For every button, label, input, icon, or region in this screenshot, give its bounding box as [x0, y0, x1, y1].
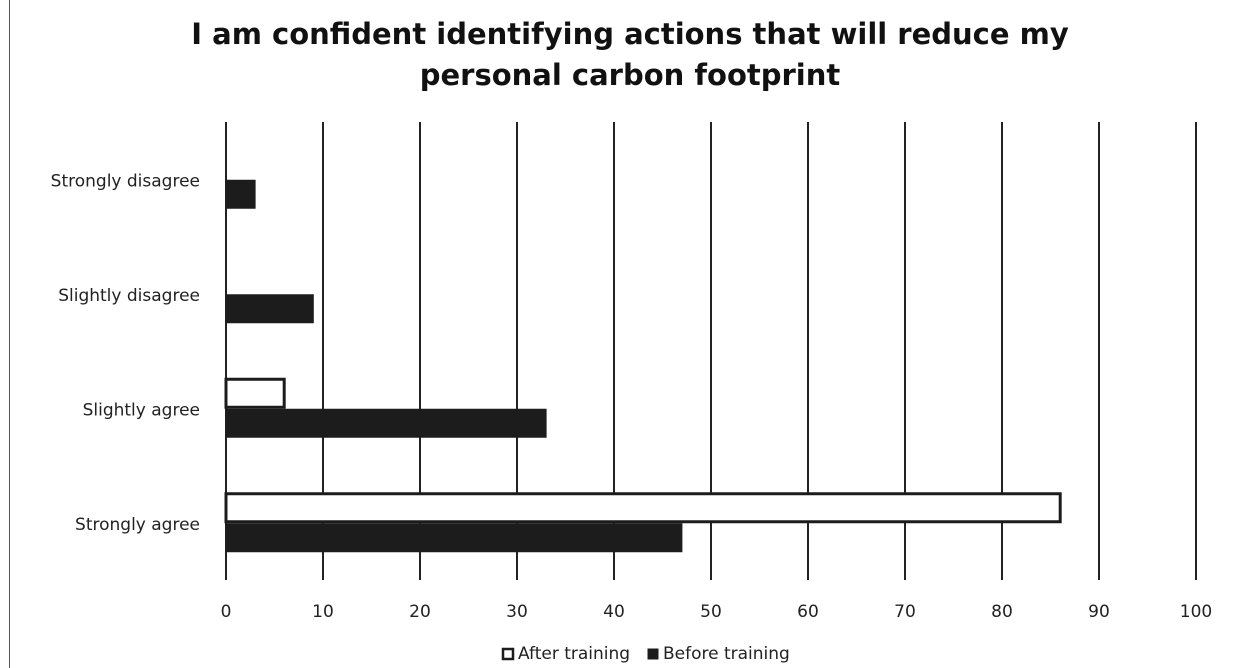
x-tick-label: 50: [700, 602, 722, 622]
bar-before-strongly-agree: [225, 523, 683, 553]
legend-label: After training: [518, 644, 630, 664]
x-tick-label: 90: [1088, 602, 1110, 622]
legend-swatch-before: [647, 648, 659, 660]
chart-title-line-2: personal carbon footprint: [419, 58, 841, 92]
x-tick-label: 40: [603, 602, 625, 622]
bar-after-strongly-agree: [224, 492, 1062, 524]
x-tick-label: 0: [221, 602, 232, 622]
chart-title: I am confident identifying actions that …: [120, 14, 1140, 96]
bar-before-slightly-agree: [225, 408, 547, 438]
x-tick-label: 60: [797, 602, 819, 622]
bar-after-slightly-agree: [224, 377, 286, 409]
legend-label: Before training: [663, 644, 790, 664]
category-label: Slightly disagree: [58, 286, 200, 306]
legend-swatch-after: [501, 647, 515, 661]
x-tick-label: 70: [894, 602, 916, 622]
x-tick-label: 30: [506, 602, 528, 622]
bar-before-strongly-disagree: [225, 179, 256, 209]
x-tick-label: 20: [409, 602, 431, 622]
x-tick-label: 100: [1180, 602, 1212, 622]
category-label: Strongly disagree: [51, 171, 200, 191]
x-tick-label: 80: [991, 602, 1013, 622]
x-tick-label: 10: [312, 602, 334, 622]
bar-before-slightly-disagree: [225, 294, 314, 324]
category-label: Strongly agree: [75, 515, 200, 535]
chart-title-line-1: I am confident identifying actions that …: [191, 17, 1069, 51]
page-left-border: [9, 0, 10, 668]
category-label: Slightly agree: [83, 400, 200, 420]
